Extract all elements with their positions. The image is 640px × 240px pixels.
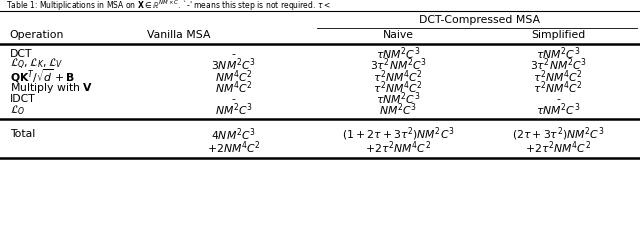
Text: -: - [232,94,236,104]
Text: Naive: Naive [383,30,414,40]
Text: IDCT: IDCT [10,94,35,104]
Text: $NM^2C^3$: $NM^2C^3$ [380,102,417,118]
Text: $\tau^2 NM^4C^2$: $\tau^2 NM^4C^2$ [373,68,424,85]
Text: $NM^2C^3$: $NM^2C^3$ [214,102,253,118]
Text: $+2NM^4C^2$: $+2NM^4C^2$ [207,139,260,156]
Text: $\tau^2 NM^4C^2$: $\tau^2 NM^4C^2$ [533,79,584,96]
Text: $+2\tau^2 NM^4C^2$: $+2\tau^2 NM^4C^2$ [525,139,591,156]
Text: DCT: DCT [10,49,32,59]
Text: $\mathbf{QK}^T/\sqrt{d}+\mathbf{B}$: $\mathbf{QK}^T/\sqrt{d}+\mathbf{B}$ [10,67,74,85]
Text: $\tau^2 NM^4C^2$: $\tau^2 NM^4C^2$ [533,68,584,85]
Text: DCT-Compressed MSA: DCT-Compressed MSA [419,15,541,25]
Text: $+2\tau^2 NM^4C^2$: $+2\tau^2 NM^4C^2$ [365,139,431,156]
Text: $3\tau^2 NM^2C^3$: $3\tau^2 NM^2C^3$ [530,56,587,73]
Text: $\tau NM^2C^3$: $\tau NM^2C^3$ [536,102,580,118]
Text: Total: Total [10,129,35,139]
Text: -: - [232,49,236,59]
Text: $\tau NM^2C^3$: $\tau NM^2C^3$ [536,46,580,62]
Text: $3NM^2C^3$: $3NM^2C^3$ [211,56,256,73]
Text: -: - [556,94,561,104]
Text: $\tau^2 NM^4C^2$: $\tau^2 NM^4C^2$ [373,79,424,96]
Text: $\mathcal{L}_O$: $\mathcal{L}_O$ [10,103,25,117]
Text: $3\tau^2 NM^2C^3$: $3\tau^2 NM^2C^3$ [370,56,427,73]
Text: Table 1: Multiplications in MSA on $\mathbf{X} \in \mathbb{R}^{NM \times C}$. `-: Table 1: Multiplications in MSA on $\mat… [6,0,332,13]
Text: $(2\tau+3\tau^2)NM^2C^3$: $(2\tau+3\tau^2)NM^2C^3$ [512,126,605,143]
Text: $NM^4C^2$: $NM^4C^2$ [214,68,253,85]
Text: Operation: Operation [10,30,64,40]
Text: $\tau NM^2C^3$: $\tau NM^2C^3$ [376,46,420,62]
Text: $4NM^2C^3$: $4NM^2C^3$ [211,126,256,143]
Text: $\tau NM^2C^3$: $\tau NM^2C^3$ [376,90,420,107]
Text: Multiply with $\mathbf{V}$: Multiply with $\mathbf{V}$ [10,81,93,95]
Text: Simplified: Simplified [531,30,586,40]
Text: $\mathcal{L}_Q, \mathcal{L}_K, \mathcal{L}_V$: $\mathcal{L}_Q, \mathcal{L}_K, \mathcal{… [10,57,63,72]
Text: $NM^4C^2$: $NM^4C^2$ [214,79,253,96]
Text: $(1+2\tau+3\tau^2)NM^2C^3$: $(1+2\tau+3\tau^2)NM^2C^3$ [342,126,455,143]
Text: Vanilla MSA: Vanilla MSA [147,30,211,40]
